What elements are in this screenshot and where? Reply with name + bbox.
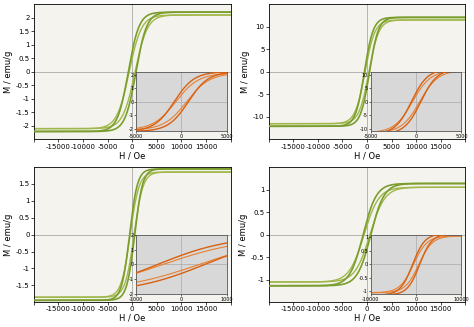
X-axis label: H / Oe: H / Oe [119,151,146,160]
Y-axis label: M / emu/g: M / emu/g [4,214,13,256]
X-axis label: H / Oe: H / Oe [119,314,146,323]
Y-axis label: M / emu/g: M / emu/g [241,51,250,93]
X-axis label: H / Oe: H / Oe [354,314,380,323]
Y-axis label: M / emu/g: M / emu/g [4,51,13,93]
Y-axis label: M / emu/g: M / emu/g [239,214,248,256]
X-axis label: H / Oe: H / Oe [354,151,380,160]
